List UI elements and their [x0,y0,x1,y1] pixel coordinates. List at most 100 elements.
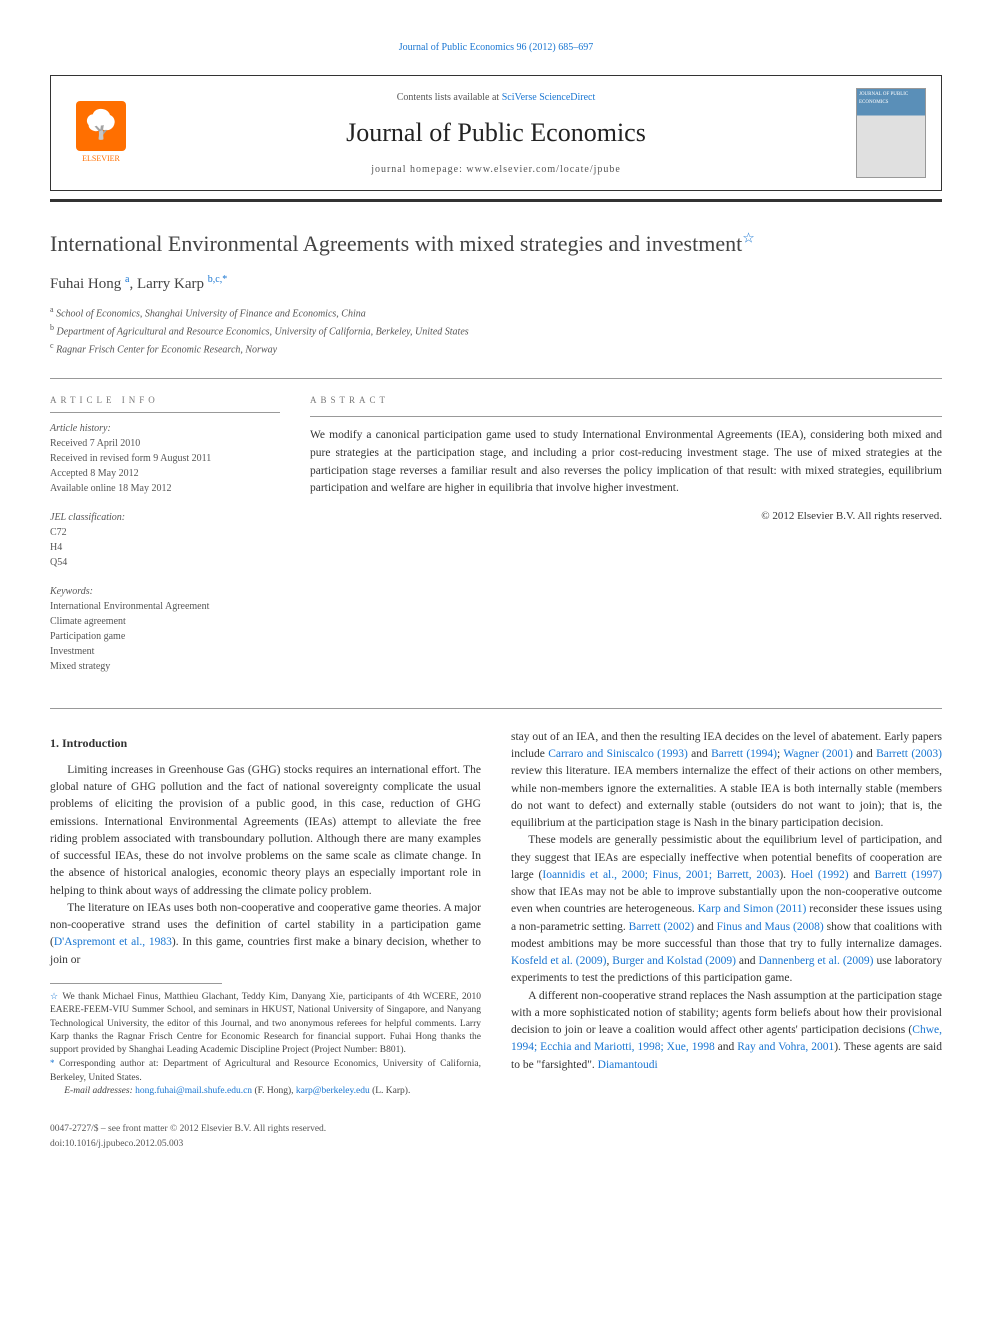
citation-kosfeld[interactable]: Kosfeld et al. (2009) [511,955,606,967]
p4-text-b: and [715,1041,738,1053]
jel-block: JEL classification: C72 H4 Q54 [50,510,280,570]
author-2[interactable]: Larry Karp b,c,* [137,276,227,292]
page-footer: 0047-2727/$ – see front matter © 2012 El… [50,1122,942,1151]
article-info-column: ARTICLE INFO Article history: Received 7… [50,394,280,688]
footnote-corresponding: * Corresponding author at: Department of… [50,1057,481,1085]
article-info-heading: ARTICLE INFO [50,394,280,408]
footnotes: ☆ We thank Michael Finus, Matthieu Glach… [50,990,481,1098]
email-2[interactable]: karp@berkeley.edu [296,1086,370,1096]
aff-b-text: Department of Agricultural and Resource … [57,326,469,337]
info-divider-bottom [50,708,942,709]
footnote-corr-text: Corresponding author at: Department of A… [50,1059,481,1082]
footer-issn-line: 0047-2727/$ – see front matter © 2012 El… [50,1122,326,1136]
abstract-copyright: © 2012 Elsevier B.V. All rights reserved… [310,508,942,525]
citation-carraro[interactable]: Carraro and Siniscalco (1993) [548,748,688,760]
elsevier-tree-icon [76,101,126,151]
contents-prefix: Contents lists available at [397,92,502,103]
citation-barrett94[interactable]: Barrett (1994) [711,748,777,760]
footnote-corr-marker: * [50,1058,55,1068]
journal-header-box: ELSEVIER Contents lists available at Sci… [50,75,942,191]
jel-label: JEL classification: [50,510,280,525]
section-title: Introduction [62,736,127,750]
affiliations: a School of Economics, Shanghai Universi… [50,304,942,359]
history-revised: Received in revised form 9 August 2011 [50,451,280,466]
publisher-name: ELSEVIER [82,153,120,165]
article-title-text: International Environmental Agreements w… [50,231,742,256]
footnote-block: ☆ We thank Michael Finus, Matthieu Glach… [50,983,481,1098]
paragraph-1: Limiting increases in Greenhouse Gas (GH… [50,762,481,900]
author-1-name: Fuhai Hong [50,276,121,292]
p4-text-a: A different non-cooperative strand repla… [511,990,942,1037]
citation-daspremont[interactable]: D'Aspremont et al., 1983 [54,936,172,948]
history-accepted: Accepted 8 May 2012 [50,466,280,481]
abstract-heading: ABSTRACT [310,394,942,408]
contents-available-line: Contents lists available at SciVerse Sci… [136,90,856,105]
p3-text-c: and [849,869,875,881]
journal-cover-thumbnail[interactable]: JOURNAL OF PUBLIC ECONOMICS [856,88,926,178]
citation-hoel[interactable]: Hoel (1992) [791,869,849,881]
paragraph-4: A different non-cooperative strand repla… [511,988,942,1074]
keyword-2: Climate agreement [50,614,280,629]
keyword-3: Participation game [50,629,280,644]
email-label: E-mail addresses: [64,1086,135,1096]
abstract-divider [310,416,942,417]
citation-karp-simon[interactable]: Karp and Simon (2011) [698,903,807,915]
citation-ioannidis[interactable]: Ioannidis et al., 2000; Finus, 2001; Bar… [542,869,779,881]
author-1-markers: a [125,274,129,285]
paragraph-2-start: The literature on IEAs uses both non-coo… [50,900,481,969]
footnote-star-marker: ☆ [50,991,59,1001]
jel-code-3: Q54 [50,555,280,570]
author-2-markers: b,c,* [208,274,227,285]
citation-barrett03[interactable]: Barrett (2003) [876,748,942,760]
p3-text-i: and [736,955,759,967]
aff-c-marker: c [50,341,54,350]
citation-dannenberg[interactable]: Dannenberg et al. (2009) [758,955,873,967]
email-1-who: (F. Hong), [252,1086,296,1096]
aff-b-marker: b [50,323,54,332]
elsevier-logo[interactable]: ELSEVIER [66,96,136,171]
article-title: International Environmental Agreements w… [50,227,942,260]
footer-doi-line[interactable]: doi:10.1016/j.jpubeco.2012.05.003 [50,1137,326,1151]
homepage-prefix: journal homepage: [371,164,466,175]
citation-barrett02[interactable]: Barrett (2002) [629,921,695,933]
aff-a-text: School of Economics, Shanghai University… [56,308,366,319]
footnote-star: ☆ We thank Michael Finus, Matthieu Glach… [50,990,481,1057]
citation-finus-maus[interactable]: Finus and Maus (2008) [717,921,824,933]
jel-code-2: H4 [50,540,280,555]
citation-wagner[interactable]: Wagner (2001) [783,748,852,760]
keyword-4: Investment [50,644,280,659]
header-center: Contents lists available at SciVerse Sci… [136,90,856,177]
paragraph-3: These models are generally pessimistic a… [511,832,942,987]
body-text-columns: 1. Introduction Limiting increases in Gr… [50,729,942,1098]
citation-diamantoudi[interactable]: Diamantoudi [598,1059,658,1071]
header-divider [50,199,942,202]
author-2-name: Larry Karp [137,276,204,292]
info-abstract-row: ARTICLE INFO Article history: Received 7… [50,379,942,708]
author-1[interactable]: Fuhai Hong a [50,276,129,292]
journal-citation-header[interactable]: Journal of Public Economics 96 (2012) 68… [50,40,942,55]
keywords-block: Keywords: International Environmental Ag… [50,584,280,674]
abstract-column: ABSTRACT We modify a canonical participa… [310,394,942,688]
history-received: Received 7 April 2010 [50,436,280,451]
citation-ray-vohra[interactable]: Ray and Vohra, 2001 [737,1041,834,1053]
p2-text-g: review this literature. IEA members inte… [511,765,942,829]
section-number: 1. [50,736,59,750]
history-online: Available online 18 May 2012 [50,481,280,496]
sciencedirect-link[interactable]: SciVerse ScienceDirect [502,92,596,103]
footnote-emails: E-mail addresses: hong.fuhai@mail.shufe.… [50,1085,481,1098]
footnote-star-text: We thank Michael Finus, Matthieu Glachan… [50,992,481,1055]
citation-barrett97[interactable]: Barrett (1997) [875,869,942,881]
homepage-url[interactable]: www.elsevier.com/locate/jpube [466,164,620,175]
journal-homepage-line: journal homepage: www.elsevier.com/locat… [136,162,856,177]
section-1-heading: 1. Introduction [50,734,481,752]
email-2-who: (L. Karp). [370,1086,411,1096]
footer-left: 0047-2727/$ – see front matter © 2012 El… [50,1122,326,1151]
title-footnote-marker[interactable]: ☆ [742,232,755,247]
keyword-5: Mixed strategy [50,659,280,674]
abstract-text: We modify a canonical participation game… [310,427,942,498]
citation-burger[interactable]: Burger and Kolstad (2009) [612,955,736,967]
history-label: Article history: [50,421,280,436]
aff-a-marker: a [50,305,54,314]
email-1[interactable]: hong.fuhai@mail.shufe.edu.cn [135,1086,252,1096]
p3-text-b: ). [779,869,790,881]
